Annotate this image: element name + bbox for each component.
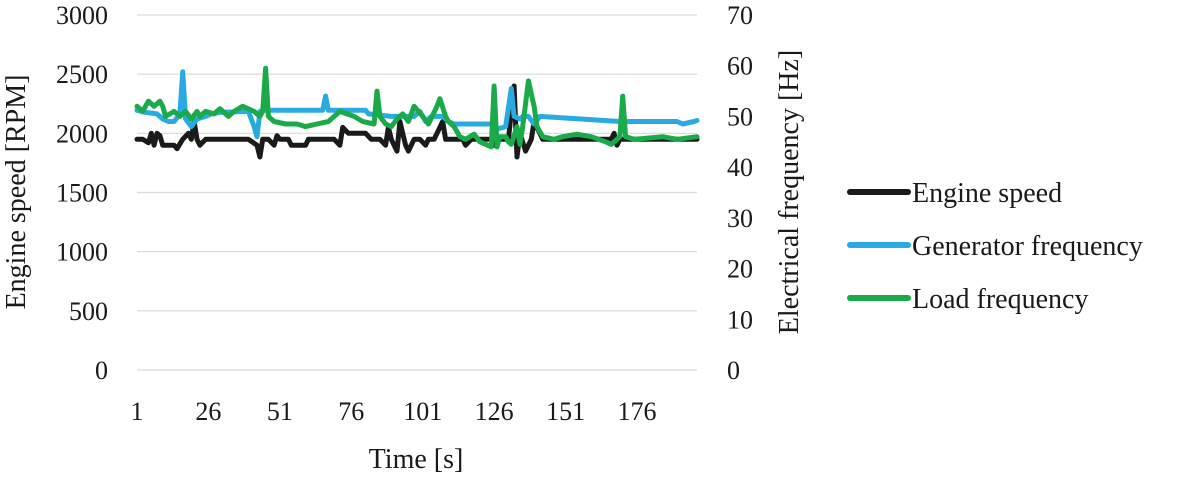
right-axis-title: Electrical frequency [Hz] — [774, 50, 805, 334]
legend-label-generator-frequency: Generator frequency — [912, 231, 1143, 262]
left-tick-label: 500 — [69, 297, 108, 326]
right-tick-label: 20 — [727, 255, 753, 284]
right-axis-ticks: 0 10 20 30 40 50 60 70 — [727, 1, 753, 385]
engine-speed-line — [134, 83, 700, 160]
right-tick-label: 10 — [727, 305, 753, 334]
load-frequency-line — [134, 65, 700, 150]
series-lines — [134, 65, 700, 160]
right-tick-label: 60 — [727, 52, 753, 81]
left-tick-label: 2500 — [56, 60, 108, 89]
x-axis-title: Time [s] — [369, 444, 464, 475]
left-axis-ticks: 0 500 1000 1500 2000 2500 3000 — [56, 1, 108, 385]
x-tick-label: 151 — [546, 397, 585, 426]
left-tick-label: 0 — [95, 356, 108, 385]
right-tick-label: 30 — [727, 204, 753, 233]
right-tick-label: 50 — [727, 102, 753, 131]
left-tick-label: 2000 — [56, 119, 108, 148]
x-tick-label: 1 — [131, 397, 144, 426]
legend: Engine speed Generator frequency Load freq… — [847, 178, 1143, 315]
x-tick-label: 126 — [475, 397, 514, 426]
right-tick-label: 40 — [727, 153, 753, 182]
left-tick-label: 1000 — [56, 238, 108, 267]
x-tick-label: 176 — [618, 397, 657, 426]
right-tick-label: 0 — [727, 356, 740, 385]
x-tick-label: 51 — [267, 397, 293, 426]
legend-label-load-frequency: Load frequency — [912, 284, 1088, 315]
legend-label-engine-speed: Engine speed — [912, 178, 1062, 209]
generator-frequency-line — [134, 69, 700, 140]
x-tick-label: 76 — [338, 397, 364, 426]
x-tick-label: 26 — [195, 397, 221, 426]
gridlines — [137, 14, 697, 371]
x-axis-ticks: 1 26 51 76 101 126 151 176 — [131, 397, 657, 426]
left-tick-label: 3000 — [56, 1, 108, 30]
left-tick-label: 1500 — [56, 179, 108, 208]
right-tick-label: 70 — [727, 1, 753, 30]
x-tick-label: 101 — [403, 397, 442, 426]
left-axis-title: Engine speed [RPM] — [1, 75, 32, 310]
